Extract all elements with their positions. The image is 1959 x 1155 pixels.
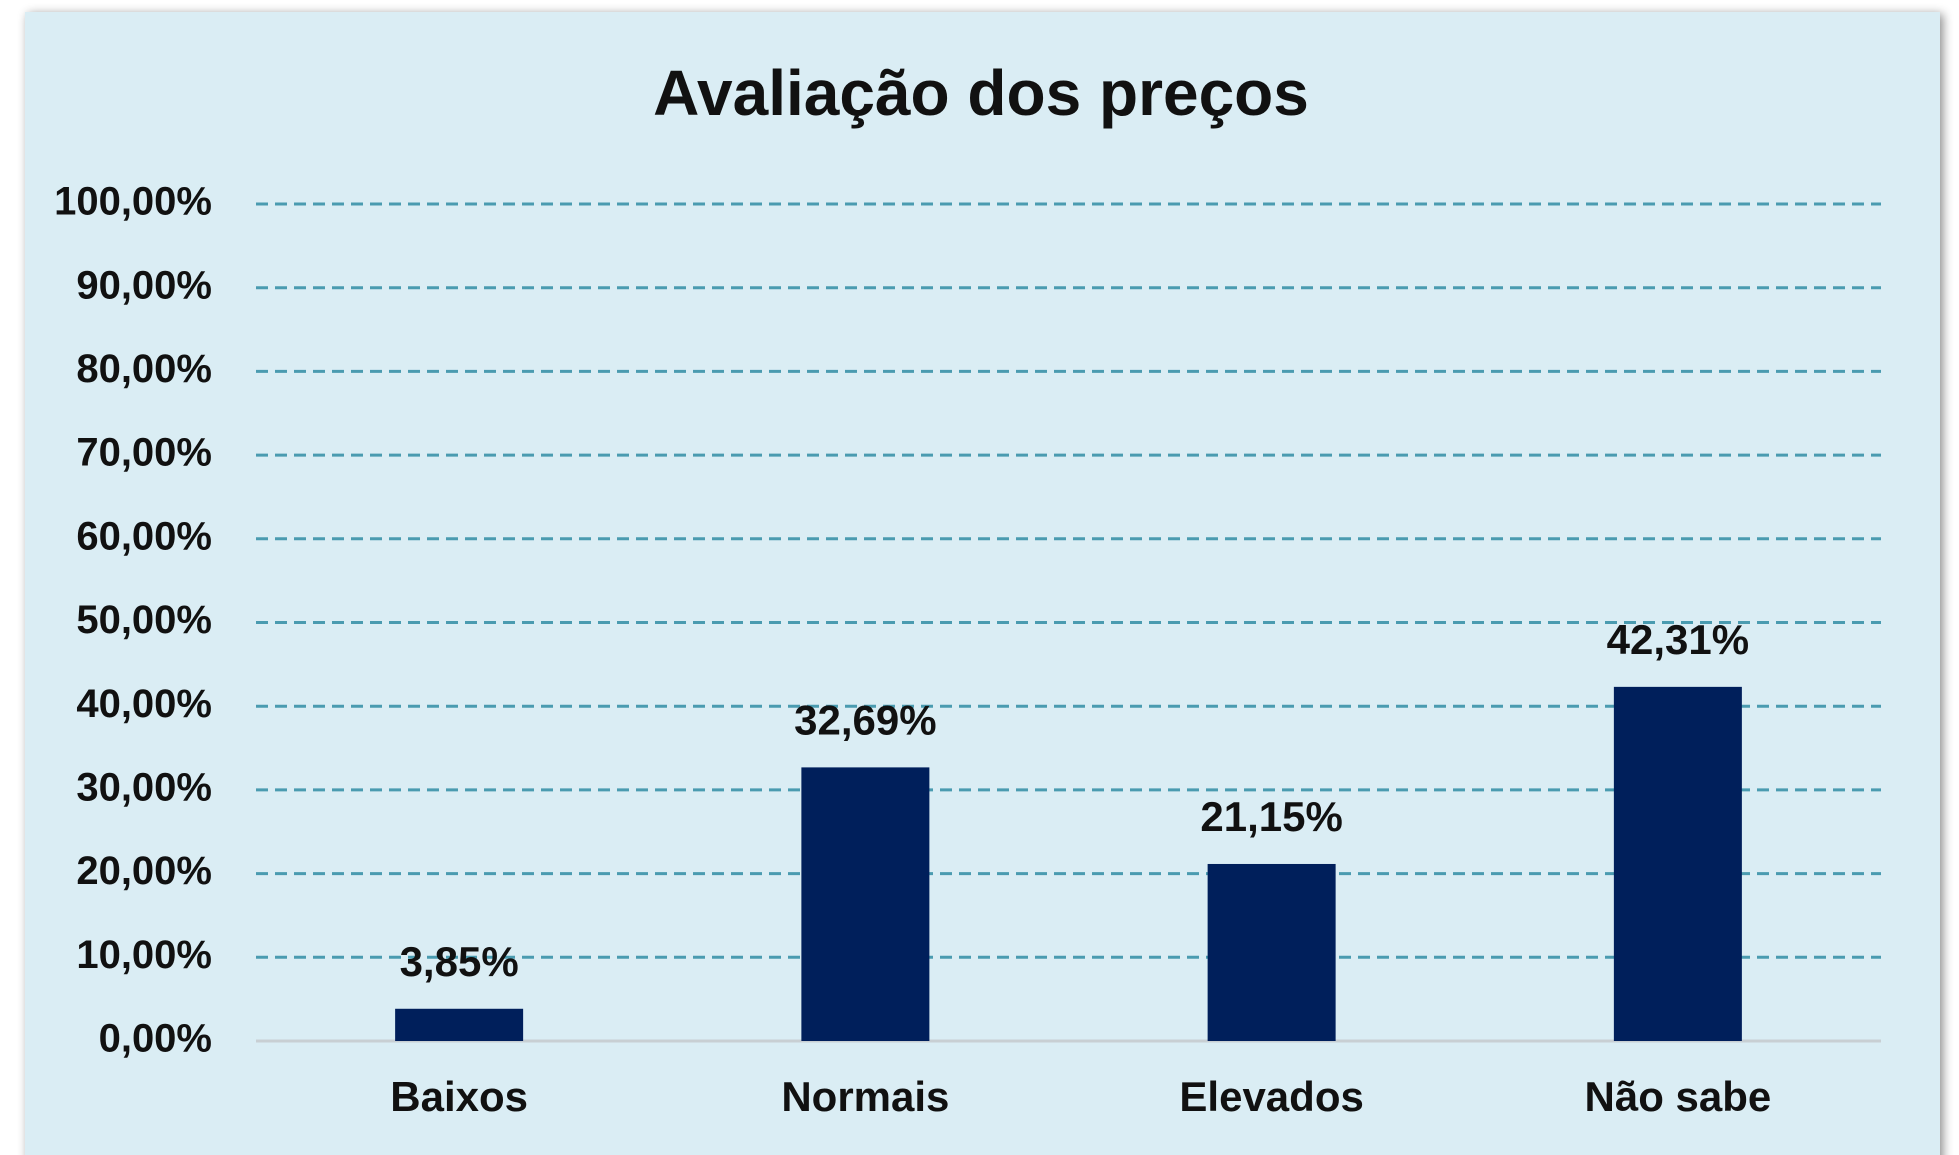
y-tick-label: 90,00% — [76, 263, 212, 307]
y-tick-label: 100,00% — [54, 180, 212, 224]
data-label: 32,69% — [794, 696, 936, 743]
data-label: 21,15% — [1200, 793, 1342, 840]
y-tick-label: 0,00% — [99, 1017, 212, 1061]
y-tick-label: 40,00% — [76, 682, 212, 726]
y-tick-label: 20,00% — [76, 849, 212, 893]
chart-title: Avaliação dos preços — [653, 57, 1309, 129]
y-tick-label: 10,00% — [76, 933, 212, 977]
x-tick-label: Baixos — [390, 1073, 528, 1120]
bar — [395, 1008, 524, 1041]
y-tick-label: 70,00% — [76, 431, 212, 475]
x-tick-label: Elevados — [1179, 1073, 1363, 1120]
data-label: 42,31% — [1607, 616, 1749, 663]
x-tick-label: Normais — [781, 1073, 949, 1120]
data-label: 3,85% — [400, 938, 519, 985]
y-tick-label: 60,00% — [76, 514, 212, 558]
y-tick-label: 30,00% — [76, 765, 212, 809]
bar — [1613, 686, 1742, 1041]
y-tick-label: 50,00% — [76, 598, 212, 642]
bar — [1207, 863, 1336, 1041]
y-tick-label: 80,00% — [76, 347, 212, 391]
bar — [801, 767, 930, 1041]
x-tick-label: Não sabe — [1585, 1073, 1772, 1120]
